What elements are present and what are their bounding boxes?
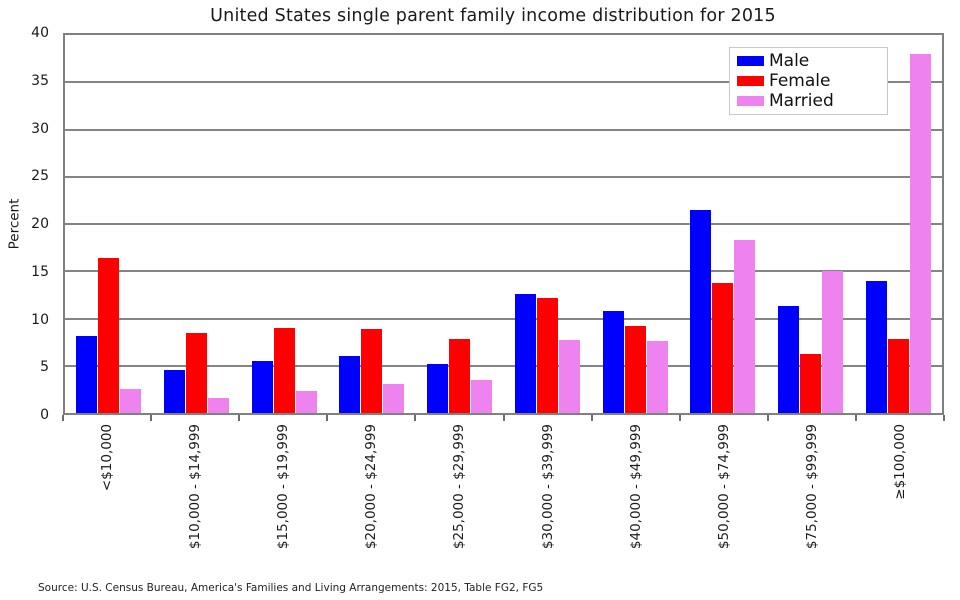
x-tick-mark bbox=[150, 415, 153, 421]
bar-married bbox=[383, 383, 405, 413]
y-tick-label: 15 bbox=[31, 263, 49, 280]
x-category-label: $50,000 - $74,999 bbox=[715, 424, 732, 550]
gridline bbox=[65, 223, 942, 225]
bar-group bbox=[504, 35, 592, 413]
gridline bbox=[65, 364, 942, 367]
bar-married bbox=[909, 53, 931, 413]
legend-swatch-male-icon bbox=[737, 56, 764, 66]
x-category-label: $25,000 - $29,999 bbox=[451, 424, 468, 550]
bar-male bbox=[76, 336, 98, 413]
y-axis-tick-labels: 0 5 10 15 20 25 30 35 40 bbox=[0, 25, 56, 423]
x-category-label: $30,000 - $39,999 bbox=[539, 424, 556, 550]
bar-group bbox=[65, 35, 153, 413]
bar-group bbox=[767, 35, 855, 413]
bar-female bbox=[624, 326, 646, 413]
legend-label: Female bbox=[769, 71, 831, 91]
bar-female bbox=[98, 258, 120, 413]
legend: Male Female Married bbox=[729, 47, 888, 115]
x-tick-mark bbox=[502, 415, 505, 421]
bar-male bbox=[339, 356, 361, 413]
bar-group bbox=[854, 35, 942, 413]
legend-item: Female bbox=[737, 71, 880, 91]
bar-female bbox=[799, 354, 821, 413]
x-category-label: $20,000 - $24,999 bbox=[363, 424, 380, 550]
y-tick-label: 0 bbox=[40, 407, 49, 423]
bar-male bbox=[164, 369, 186, 413]
y-tick-label: 20 bbox=[31, 216, 49, 232]
x-tick-mark bbox=[943, 415, 945, 421]
x-tick-mark bbox=[238, 415, 241, 421]
x-category-label: $75,000 - $99,999 bbox=[803, 424, 820, 550]
bar-male bbox=[602, 310, 624, 413]
bar-groups bbox=[65, 35, 942, 413]
bar-male bbox=[690, 209, 712, 413]
bar-female bbox=[712, 282, 734, 413]
bar-married bbox=[295, 391, 317, 413]
bar-female bbox=[273, 327, 295, 413]
bar-female bbox=[536, 297, 558, 413]
legend-swatch-married-icon bbox=[737, 96, 764, 106]
x-category-label: ≥$100,000 bbox=[891, 424, 908, 500]
bar-male bbox=[777, 306, 799, 413]
bar-group bbox=[153, 35, 241, 413]
bar-female bbox=[449, 339, 471, 413]
bar-male bbox=[427, 363, 449, 413]
legend-label: Male bbox=[769, 51, 810, 71]
bar-married bbox=[734, 240, 756, 413]
bar-female bbox=[887, 339, 909, 413]
bar-group bbox=[679, 35, 767, 413]
bar-male bbox=[251, 361, 273, 413]
bar-married bbox=[646, 341, 668, 413]
x-category-label: $10,000 - $14,999 bbox=[187, 424, 204, 550]
bar-group bbox=[240, 35, 328, 413]
gridline bbox=[65, 128, 942, 131]
bar-married bbox=[208, 397, 230, 413]
y-tick-label: 5 bbox=[40, 359, 49, 376]
x-tick-mark bbox=[766, 415, 769, 421]
y-tick-label: 40 bbox=[31, 25, 49, 41]
legend-item: Married bbox=[737, 91, 880, 111]
bar-married bbox=[120, 389, 142, 413]
gridlines bbox=[65, 35, 942, 413]
bar-married bbox=[558, 340, 580, 413]
x-category-label: $15,000 - $19,999 bbox=[275, 424, 292, 550]
x-tick-mark bbox=[678, 415, 681, 421]
bar-male bbox=[514, 293, 536, 413]
x-category-label: $40,000 - $49,999 bbox=[627, 424, 644, 550]
legend-items: Male Female Married bbox=[737, 51, 880, 111]
legend-item: Male bbox=[737, 51, 880, 71]
legend-label: Married bbox=[769, 91, 834, 111]
bar-group bbox=[416, 35, 504, 413]
y-tick-label: 35 bbox=[31, 72, 49, 89]
gridline bbox=[65, 175, 942, 178]
x-tick-mark bbox=[590, 415, 593, 421]
chart-title: United States single parent family incom… bbox=[210, 6, 776, 26]
x-tick-mark bbox=[326, 415, 329, 421]
bar-married bbox=[821, 271, 843, 413]
x-axis-category-labels: <$10,000 $10,000 - $14,999 $15,000 - $19,9… bbox=[63, 424, 944, 564]
bar-female bbox=[361, 328, 383, 413]
x-tick-mark bbox=[62, 415, 64, 421]
x-axis-tick-marks bbox=[62, 415, 945, 422]
bar-male bbox=[865, 280, 887, 413]
bar-married bbox=[471, 379, 493, 413]
gridline bbox=[65, 270, 942, 273]
y-tick-label: 30 bbox=[31, 120, 49, 137]
source-note: Source: U.S. Census Bureau, America's Fa… bbox=[38, 582, 544, 594]
y-tick-label: 10 bbox=[31, 311, 49, 328]
legend-swatch-female-icon bbox=[737, 76, 764, 86]
gridline bbox=[65, 317, 942, 320]
y-tick-label: 25 bbox=[31, 168, 49, 185]
x-category-label: <$10,000 bbox=[99, 424, 116, 492]
gridline bbox=[65, 81, 942, 84]
x-tick-mark bbox=[854, 415, 857, 421]
bar-group bbox=[328, 35, 416, 413]
x-tick-mark bbox=[414, 415, 417, 421]
bar-female bbox=[186, 332, 208, 413]
bar-group bbox=[591, 35, 679, 413]
